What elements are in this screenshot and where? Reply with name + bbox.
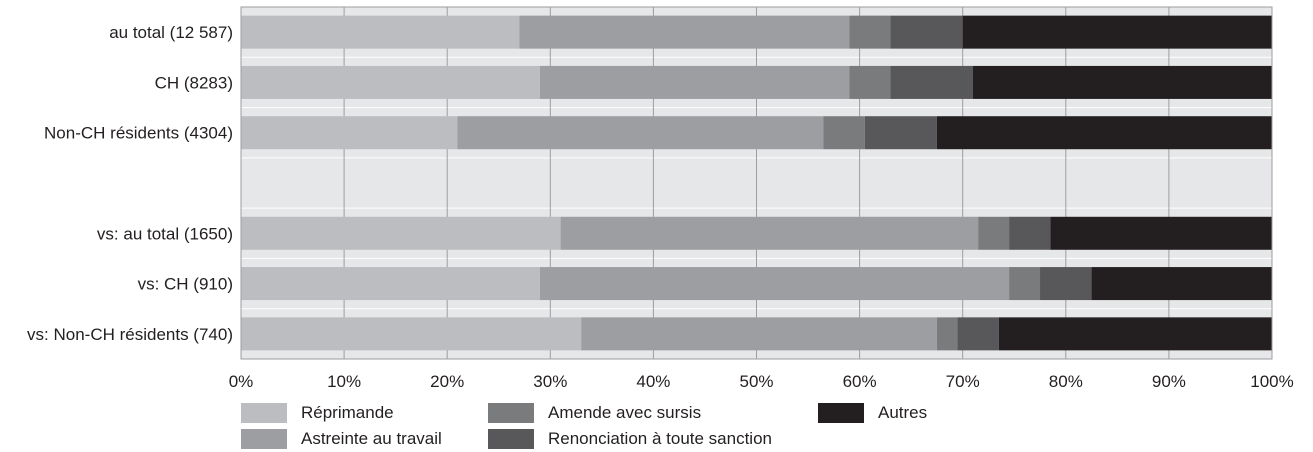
bar-astreinte-au-travail-vs-ch-910 [539, 267, 1010, 301]
bar-astreinte-au-travail-vs-non-ch-residents-740 [581, 317, 937, 351]
x-tick-label: 30% [533, 372, 567, 391]
x-tick-label: 80% [1049, 372, 1083, 391]
legend-swatch-amende [488, 403, 534, 423]
legend-label-autres: Autres [878, 403, 928, 422]
bar-autres-vs-ch-910 [1091, 267, 1272, 301]
bar-renonciation-a-toute-sanction-au-total-12-587 [890, 15, 963, 49]
bar-reprimande-vs-non-ch-residents-740 [241, 317, 582, 351]
category-label: vs: Non-CH résidents (740) [27, 325, 233, 344]
legend-item-autres: Autres [818, 402, 927, 424]
category-label: vs: CH (910) [138, 275, 233, 294]
category-label: Non-CH résidents (4304) [44, 124, 233, 143]
bar-reprimande-au-total-12-587 [241, 15, 520, 49]
bar-reprimande-ch-8283 [241, 65, 540, 99]
bar-renonciation-a-toute-sanction-non-ch-residents-4304 [864, 116, 937, 150]
bar-amende-avec-sursis-vs-ch-910 [1009, 267, 1041, 301]
bar-reprimande-vs-au-total-1650 [241, 216, 561, 250]
stacked-bar-chart: au total (12 587) CH (8283) Non-CH résiden… [27, 6, 1294, 391]
bar-autres-vs-non-ch-residents-740 [998, 317, 1272, 351]
x-tick-label: 70% [946, 372, 980, 391]
bar-renonciation-a-toute-sanction-vs-ch-910 [1040, 267, 1092, 301]
bar-autres-vs-au-total-1650 [1050, 216, 1272, 250]
bar-astreinte-au-travail-ch-8283 [539, 65, 850, 99]
x-tick-label: 0% [229, 372, 254, 391]
bar-amende-avec-sursis-ch-8283 [849, 65, 891, 99]
legend-label-amende: Amende avec sursis [548, 403, 702, 422]
legend-label-renonciation: Renonciation à toute sanction [548, 429, 772, 448]
bar-autres-au-total-12-587 [962, 15, 1272, 49]
bar-renonciation-a-toute-sanction-vs-non-ch-residents-740 [957, 317, 999, 351]
legend-item-reprimande: Réprimande [241, 402, 394, 424]
legend-label-astreinte: Astreinte au travail [301, 429, 442, 448]
category-label: au total (12 587) [109, 23, 233, 42]
x-tick-label: 60% [843, 372, 877, 391]
bar-autres-ch-8283 [973, 65, 1272, 99]
x-tick-label: 90% [1152, 372, 1186, 391]
legend-label-reprimande: Réprimande [301, 403, 394, 422]
bar-astreinte-au-travail-au-total-12-587 [519, 15, 850, 49]
x-tick-label: 100% [1250, 372, 1293, 391]
bar-renonciation-a-toute-sanction-vs-au-total-1650 [1009, 216, 1051, 250]
legend-swatch-renonciation [488, 429, 534, 449]
legend-swatch-astreinte [241, 429, 287, 449]
bar-amende-avec-sursis-non-ch-residents-4304 [823, 116, 865, 150]
legend-item-renonciation: Renonciation à toute sanction [488, 428, 772, 450]
plot-border [240, 6, 1273, 360]
x-tick-label: 20% [430, 372, 464, 391]
bar-renonciation-a-toute-sanction-ch-8283 [890, 65, 974, 99]
legend-swatch-autres [818, 403, 864, 423]
bar-astreinte-au-travail-non-ch-residents-4304 [457, 116, 824, 150]
bar-astreinte-au-travail-vs-au-total-1650 [560, 216, 979, 250]
x-tick-label: 10% [327, 372, 361, 391]
bar-reprimande-non-ch-residents-4304 [241, 116, 458, 150]
legend-swatch-reprimande [241, 403, 287, 423]
bar-amende-avec-sursis-vs-au-total-1650 [978, 216, 1010, 250]
bar-reprimande-vs-ch-910 [241, 267, 540, 301]
legend-item-astreinte: Astreinte au travail [241, 428, 442, 450]
category-label: vs: au total (1650) [97, 224, 233, 243]
bar-amende-avec-sursis-au-total-12-587 [849, 15, 891, 49]
x-tick-label: 50% [739, 372, 773, 391]
bar-amende-avec-sursis-vs-non-ch-residents-740 [936, 317, 958, 351]
x-tick-label: 40% [636, 372, 670, 391]
legend-item-amende: Amende avec sursis [488, 402, 701, 424]
category-label: CH (8283) [155, 73, 233, 92]
bar-autres-non-ch-residents-4304 [936, 116, 1272, 150]
